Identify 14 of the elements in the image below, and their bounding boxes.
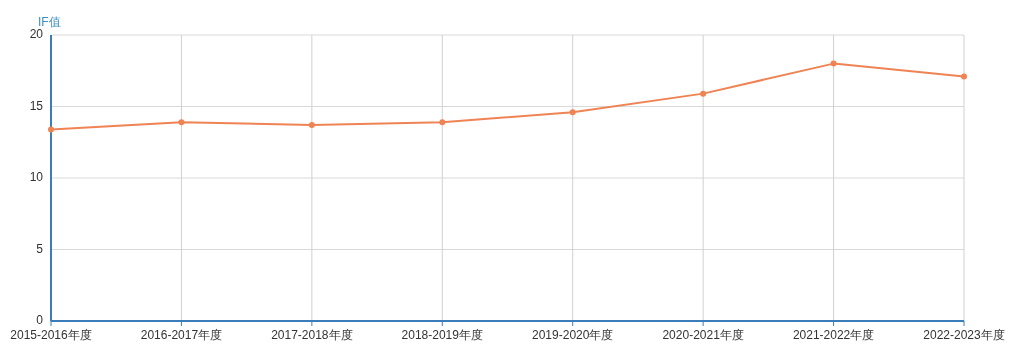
y-tick-label: 20 xyxy=(29,27,44,42)
x-tick-label: 2016-2017年度 xyxy=(140,328,223,342)
y-tick-label: 5 xyxy=(36,241,44,256)
x-tick-label: 2020-2021年度 xyxy=(662,328,744,342)
y-axis-title: IF值 xyxy=(38,15,61,29)
x-tick-label: 2021-2022年度 xyxy=(792,328,875,342)
x-tick-label: 2022-2023年度 xyxy=(923,328,1005,342)
x-tick-label: 2018-2019年度 xyxy=(401,328,483,342)
y-tick-label: 15 xyxy=(29,98,44,113)
x-tick-label: 2019-2020年度 xyxy=(532,328,614,342)
x-tick-label: 2017-2018年度 xyxy=(271,328,353,342)
x-tick-label: 2015-2016年度 xyxy=(10,328,92,342)
y-tick-label: 0 xyxy=(36,313,44,328)
y-tick-label: 10 xyxy=(29,170,44,185)
